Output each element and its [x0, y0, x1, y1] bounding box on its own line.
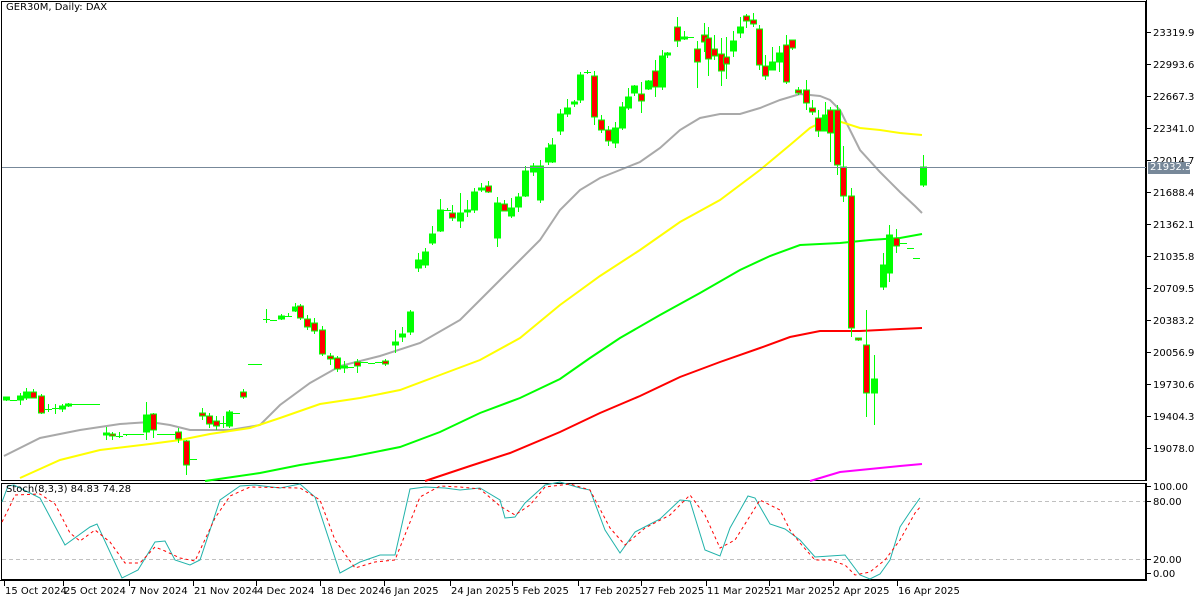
stoch-tick-label: 0.00	[1153, 569, 1175, 580]
stoch-label: Stoch(8,3,3) 84.83 74.28	[6, 484, 132, 495]
date-tick-label: 21 Mar 2025	[770, 586, 833, 597]
date-tick-label: 27 Feb 2025	[642, 586, 704, 597]
date-tick-label: 15 Oct 2024	[5, 586, 67, 597]
price-tick-label: 22993.6	[1153, 60, 1194, 71]
date-tick-label: 6 Jan 2025	[385, 586, 439, 597]
stoch-k-line	[1, 481, 921, 580]
ma-line	[809, 463, 923, 482]
stoch-axis: 100.00 80.00 20.00 0.00	[1146, 482, 1188, 581]
price-tick-label: 22667.3	[1153, 92, 1194, 103]
date-tick-label: 24 Jan 2025	[451, 586, 511, 597]
date-tick-label: 4 Dec 2024	[257, 586, 315, 597]
price-tick-label: 20709.5	[1153, 284, 1194, 295]
price-tick-label: 19730.6	[1153, 380, 1194, 391]
price-tick-label: 19404.3	[1153, 412, 1194, 423]
price-tick-label: 22341.0	[1153, 124, 1194, 135]
moving-averages	[3, 92, 923, 482]
date-tick-label: 16 Apr 2025	[898, 586, 960, 597]
price-tick-label: 19078.0	[1153, 444, 1194, 455]
price-tick-label: 23319.9	[1153, 28, 1194, 39]
date-tick-label: 7 Nov 2024	[130, 586, 188, 597]
candlesticks	[3, 13, 927, 475]
chart-title: GER30M, Daily: DAX	[6, 2, 108, 13]
stoch-tick-label: 100.00	[1153, 482, 1188, 493]
stoch-levels	[2, 501, 1145, 560]
current-price-tag: 21932.5	[1148, 162, 1192, 174]
date-tick-label: 11 Mar 2025	[707, 586, 770, 597]
price-tick-label: 22014.7	[1153, 156, 1194, 167]
price-tick-label: 21362.1	[1153, 220, 1194, 231]
stoch-frame	[1, 483, 1146, 580]
price-tick-label: 21688.4	[1153, 188, 1194, 199]
price-tick-label: 21035.8	[1153, 252, 1194, 263]
price-axis[interactable]: 23319.9 22993.6 22667.3 22341.0 22014.7 21688…	[1146, 0, 1194, 481]
stoch-tick-label: 80.00	[1153, 497, 1182, 508]
ma-line	[3, 92, 923, 457]
date-tick-label: 17 Feb 2025	[579, 586, 641, 597]
ma-line	[424, 327, 923, 482]
date-tick-label: 2 Apr 2025	[834, 586, 889, 597]
stoch-lines	[1, 481, 922, 580]
ma-line	[204, 233, 923, 482]
stoch-tick-label: 20.00	[1153, 555, 1182, 566]
price-tick-label: 20383.2	[1153, 316, 1194, 327]
main-chart-frame	[1, 1, 1146, 481]
date-tick-label: 21 Nov 2024	[194, 586, 258, 597]
date-tick-label: 18 Dec 2024	[321, 586, 385, 597]
date-tick-label: 25 Oct 2024	[64, 586, 126, 597]
stoch-d-line	[1, 483, 922, 576]
date-tick-label: 5 Feb 2025	[513, 586, 569, 597]
price-tick-label: 20056.9	[1153, 348, 1194, 359]
